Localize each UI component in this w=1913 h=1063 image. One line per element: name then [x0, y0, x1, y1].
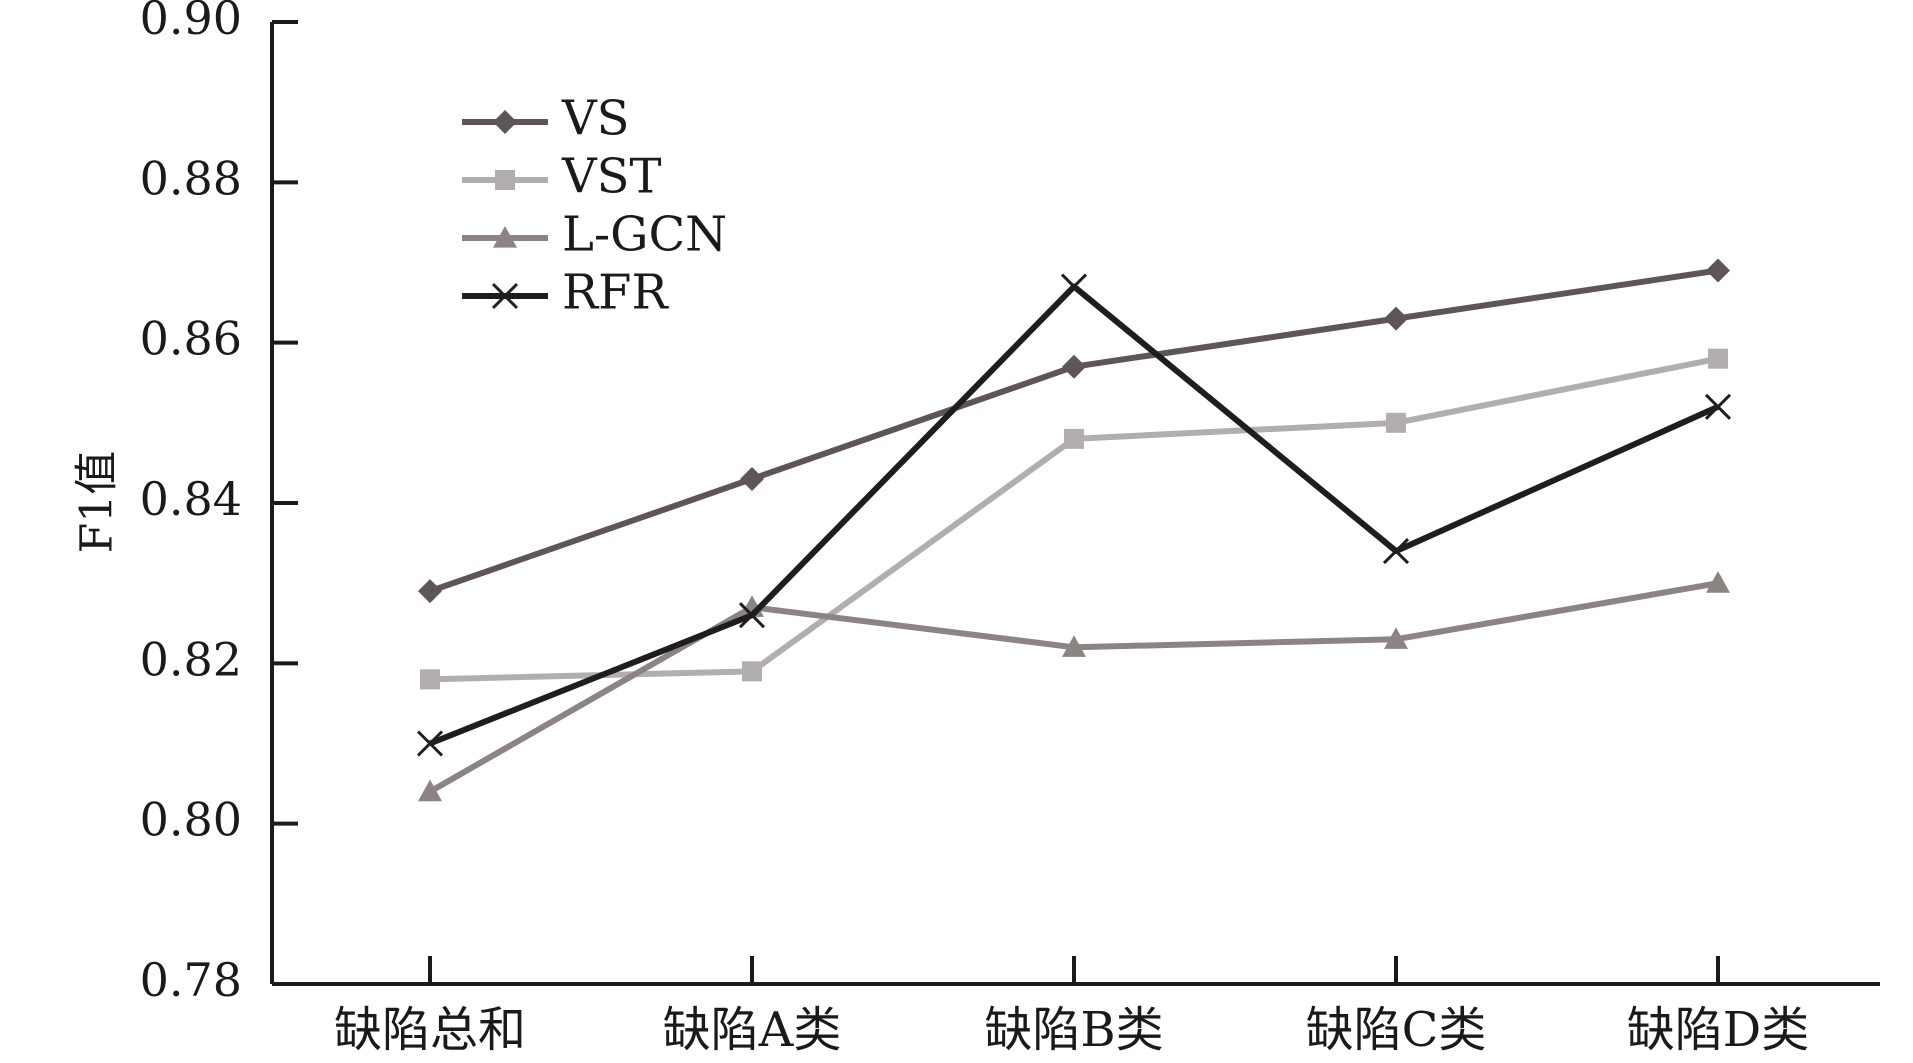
series-line-vst	[429, 355, 1719, 683]
data-point-l-gcn	[1062, 635, 1086, 657]
axes: 0.78 0.80 0.82 0.84 0.86 0.88 0.90 缺陷总和 缺陷A类 缺陷B类…	[140, 0, 1880, 1058]
data-point-vs	[1062, 354, 1086, 379]
x-tick-label: 缺陷总和	[334, 1002, 526, 1058]
y-axis-title: F1值	[72, 451, 123, 554]
marker-stroke	[1382, 538, 1410, 565]
y-tick-label: 0.84	[140, 472, 242, 526]
data-point-vst	[1064, 428, 1084, 449]
x-tick-label: 缺陷C类	[1306, 1002, 1487, 1058]
legend-label: RFR	[562, 265, 669, 321]
data-point-vs	[418, 579, 442, 604]
data-point-l-gcn	[1706, 571, 1730, 593]
marker-stroke	[1060, 273, 1088, 300]
data-point-vs	[1384, 306, 1408, 331]
series-l-gcn	[418, 571, 1730, 802]
series-vst	[420, 348, 1728, 690]
series-line-l-gcn	[428, 580, 1719, 795]
legend-item-vst: VST	[462, 149, 662, 205]
data-point-rfr	[738, 602, 766, 629]
x-tick-label: 缺陷D类	[1627, 1002, 1810, 1058]
x-tick-label: 缺陷A类	[663, 1002, 842, 1058]
legend-marker	[495, 170, 515, 190]
y-tick-label: 0.90	[140, 0, 242, 45]
data-point-vst	[742, 661, 762, 682]
legend-marker	[491, 282, 519, 310]
data-point-l-gcn	[418, 779, 442, 802]
y-tick-label: 0.80	[140, 793, 242, 847]
y-tick-label: 0.82	[140, 632, 242, 686]
legend-item-vs: VS	[462, 91, 630, 147]
data-point-rfr	[1060, 273, 1088, 300]
series-layer	[416, 258, 1732, 802]
marker-stroke	[1704, 393, 1732, 420]
data-point-vs	[1706, 258, 1730, 283]
data-point-rfr	[1704, 393, 1732, 420]
data-point-rfr	[1382, 538, 1410, 565]
marker-stroke	[491, 282, 519, 310]
x-tick-label: 缺陷B类	[984, 1002, 1163, 1058]
series-vs	[418, 258, 1730, 604]
marker-stroke	[738, 602, 766, 629]
marker-stroke	[416, 730, 444, 757]
data-point-vst	[1708, 348, 1728, 369]
legend-label: VST	[561, 149, 662, 205]
data-point-vst	[420, 669, 440, 690]
legend-label: VS	[561, 91, 630, 147]
legend-item-l-gcn: L-GCN	[462, 207, 727, 263]
legend-item-rfr: RFR	[462, 265, 669, 321]
data-point-vs	[740, 466, 764, 491]
y-tick-label: 0.88	[140, 151, 242, 205]
legend-label: L-GCN	[562, 207, 727, 263]
data-point-rfr	[416, 730, 444, 757]
series-rfr	[416, 273, 1732, 757]
legend-marker	[493, 226, 517, 248]
y-tick-label: 0.86	[140, 312, 242, 366]
data-point-l-gcn	[1384, 627, 1408, 649]
legend-marker	[493, 110, 517, 134]
data-point-vst	[1386, 412, 1406, 433]
y-tick-label: 0.78	[140, 953, 242, 1007]
